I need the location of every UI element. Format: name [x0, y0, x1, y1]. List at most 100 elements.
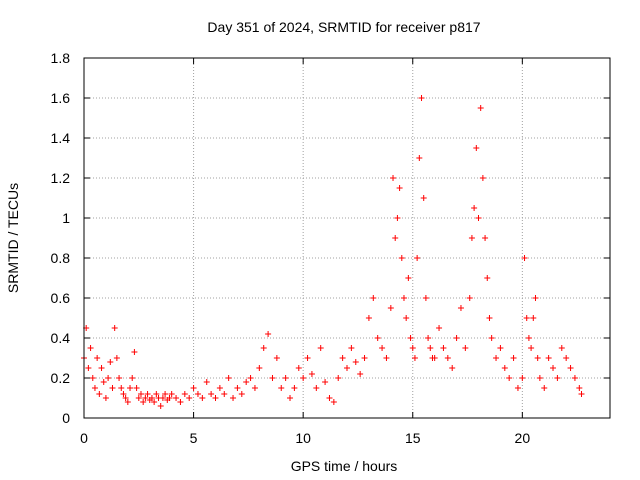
- data-point: [98, 365, 105, 371]
- data-point: [313, 385, 320, 391]
- data-point: [416, 155, 423, 161]
- chart-title: Day 351 of 2024, SRMTID for receiver p81…: [207, 19, 480, 35]
- data-point: [468, 235, 475, 241]
- data-point: [558, 345, 565, 351]
- data-point: [194, 391, 201, 397]
- data-point: [545, 355, 552, 361]
- data-point: [477, 105, 484, 111]
- data-point: [405, 275, 412, 281]
- data-point: [122, 395, 129, 401]
- data-point: [370, 295, 377, 301]
- data-points: [81, 95, 585, 409]
- data-point: [521, 255, 528, 261]
- x-tick-label: 20: [515, 430, 531, 446]
- data-point: [411, 355, 418, 361]
- data-point: [436, 325, 443, 331]
- data-point: [120, 391, 127, 397]
- axis-ticks: 0 0.2 0.4 0.6 0.8 1 1.2 1.4 1.6 1.8 0 5 10 15 20: [51, 50, 610, 446]
- data-point: [212, 395, 219, 401]
- data-point: [173, 395, 180, 401]
- data-point: [519, 375, 526, 381]
- data-point: [295, 365, 302, 371]
- data-point: [409, 345, 416, 351]
- data-point: [563, 355, 570, 361]
- data-point: [124, 399, 131, 405]
- data-point: [107, 359, 114, 365]
- data-point: [308, 371, 315, 377]
- data-point: [414, 255, 421, 261]
- data-point: [497, 345, 504, 351]
- data-point: [374, 335, 381, 341]
- data-point: [484, 275, 491, 281]
- data-point: [131, 349, 138, 355]
- data-point: [400, 295, 407, 301]
- data-point: [348, 345, 355, 351]
- data-point: [357, 371, 364, 377]
- x-tick-label: 15: [405, 430, 421, 446]
- data-point: [148, 395, 155, 401]
- data-point: [528, 345, 535, 351]
- data-point: [344, 365, 350, 371]
- y-tick-label: 0.6: [51, 290, 71, 306]
- data-point: [243, 379, 250, 385]
- data-point: [282, 375, 289, 381]
- data-point: [102, 395, 109, 401]
- data-point: [181, 391, 188, 397]
- data-point: [510, 355, 517, 361]
- data-point: [427, 345, 434, 351]
- data-point: [392, 235, 399, 241]
- data-point: [166, 395, 173, 401]
- data-point: [322, 379, 329, 385]
- data-point: [127, 385, 134, 391]
- data-point: [129, 375, 136, 381]
- data-point: [278, 385, 285, 391]
- data-point: [157, 403, 164, 409]
- data-point: [287, 395, 294, 401]
- data-point: [89, 375, 96, 381]
- data-point: [335, 375, 342, 381]
- data-point: [137, 391, 144, 397]
- data-point: [554, 375, 561, 381]
- data-point: [317, 345, 324, 351]
- data-point: [113, 355, 120, 361]
- data-point: [523, 315, 530, 321]
- data-point: [444, 355, 451, 361]
- data-point: [365, 315, 372, 321]
- data-point: [153, 391, 160, 397]
- data-point: [403, 315, 410, 321]
- data-point: [177, 399, 184, 405]
- y-tick-label: 1: [62, 210, 70, 226]
- y-tick-label: 0: [62, 410, 70, 426]
- data-point: [383, 355, 390, 361]
- data-point: [118, 385, 125, 391]
- data-point: [379, 345, 386, 351]
- data-point: [514, 385, 521, 391]
- data-point: [140, 399, 147, 405]
- x-tick-label: 0: [80, 430, 88, 446]
- data-point: [251, 385, 258, 391]
- data-point: [216, 385, 223, 391]
- data-point: [541, 385, 548, 391]
- data-point: [85, 365, 92, 371]
- y-tick-label: 1.2: [51, 170, 71, 186]
- data-point: [352, 359, 359, 365]
- data-point: [532, 295, 539, 301]
- data-point: [534, 355, 541, 361]
- data-point: [142, 395, 149, 401]
- y-tick-label: 1.4: [51, 130, 71, 146]
- data-point: [361, 355, 368, 361]
- data-point: [162, 391, 169, 397]
- data-point: [418, 95, 425, 101]
- x-axis-label: GPS time / hours: [291, 458, 398, 474]
- data-point: [440, 345, 447, 351]
- data-point: [208, 391, 215, 397]
- data-point: [488, 335, 495, 341]
- data-point: [96, 391, 103, 397]
- x-tick-label: 10: [295, 430, 311, 446]
- data-point: [420, 195, 427, 201]
- data-point: [482, 235, 489, 241]
- data-point: [493, 355, 500, 361]
- data-point: [273, 355, 280, 361]
- data-point: [225, 375, 232, 381]
